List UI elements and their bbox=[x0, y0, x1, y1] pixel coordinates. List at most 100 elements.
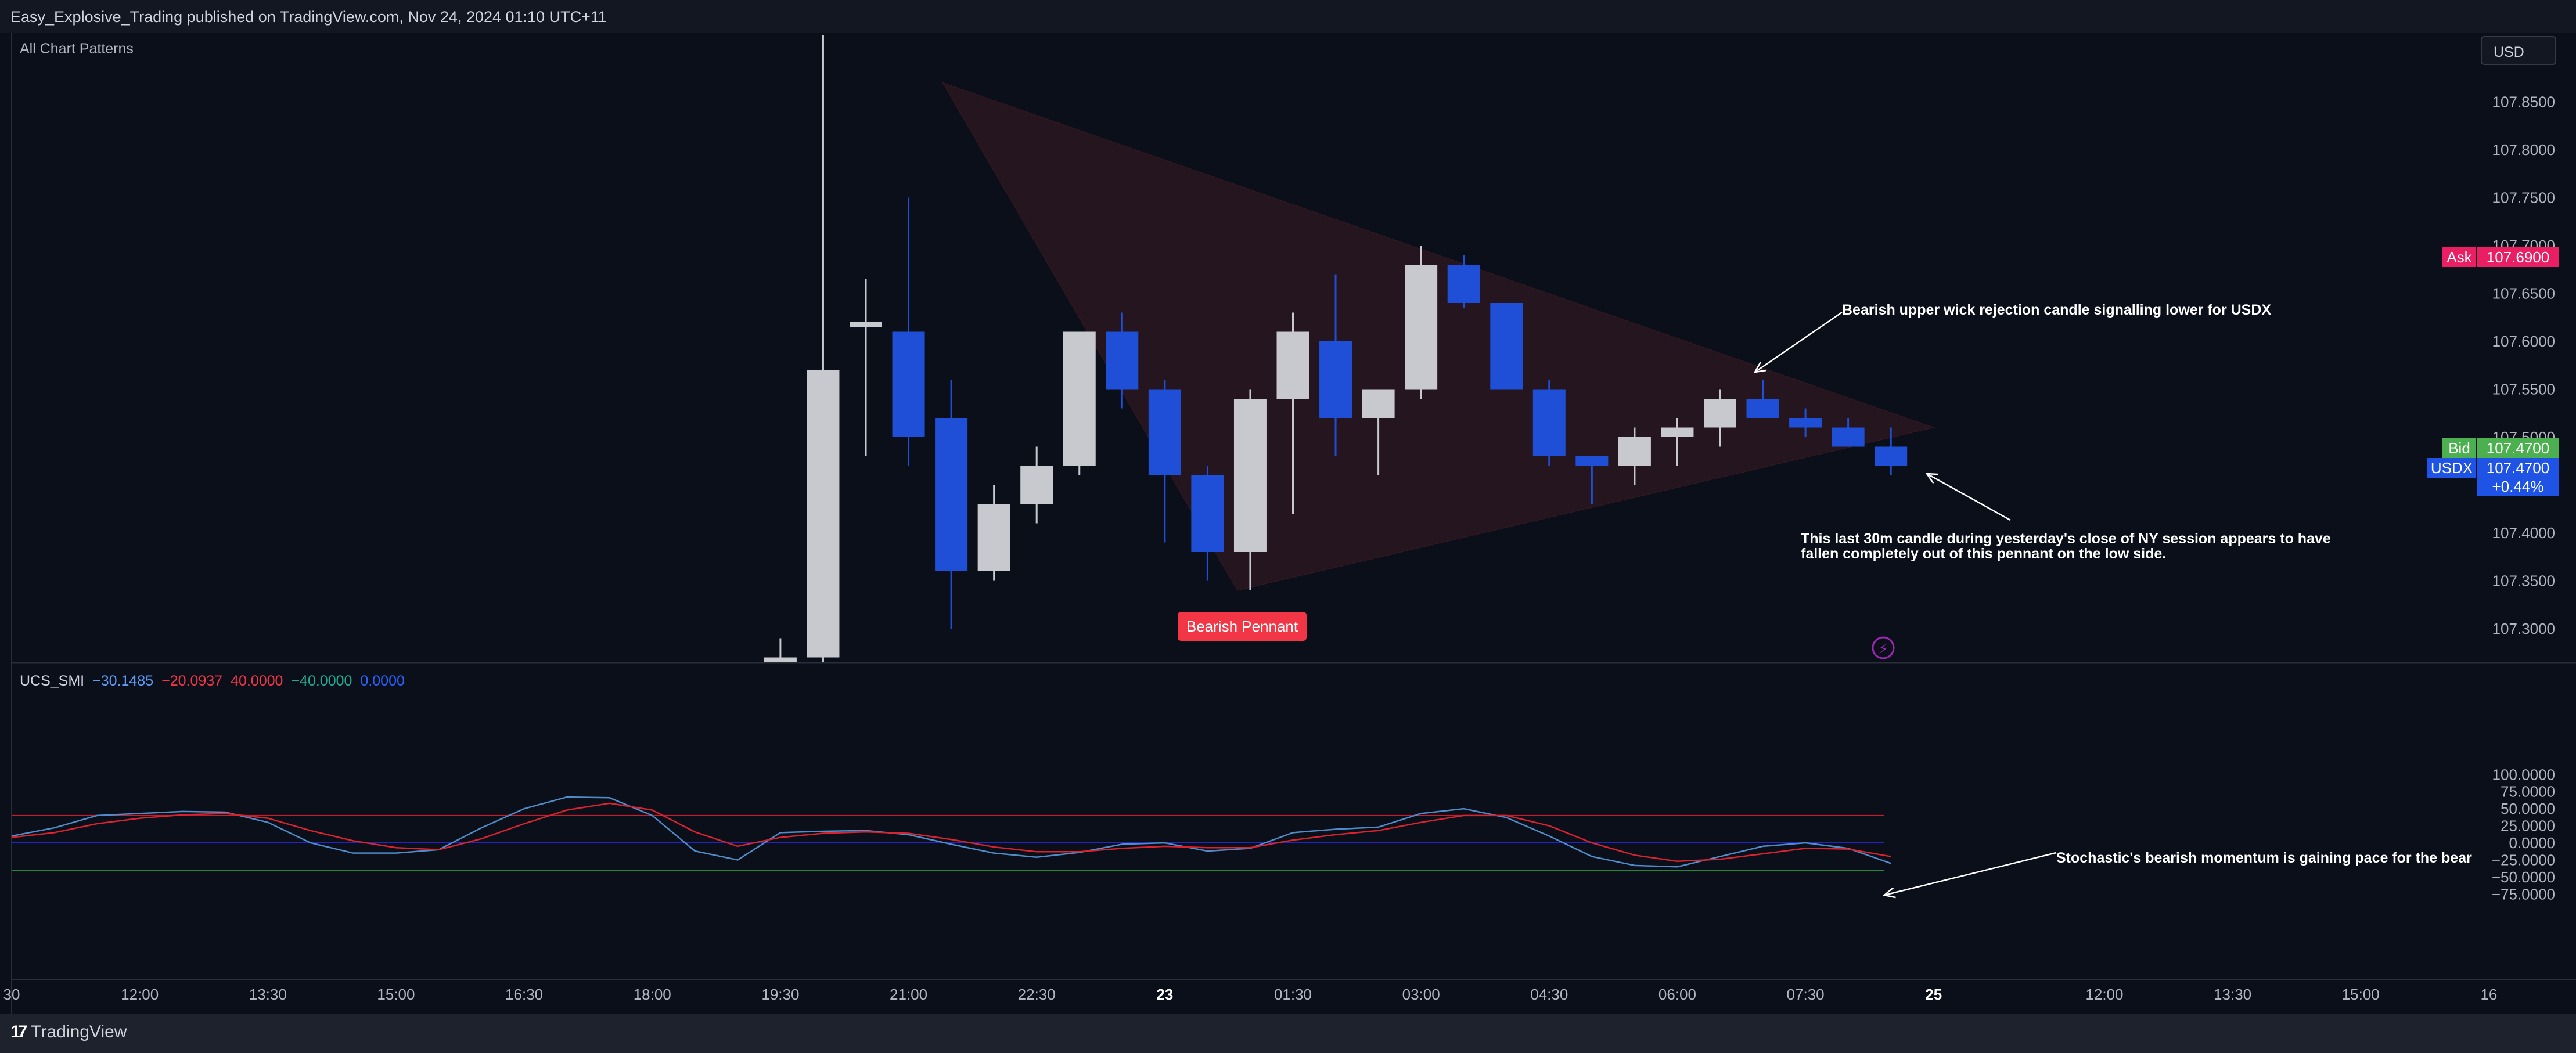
candle-body bbox=[1875, 446, 1908, 466]
indicator-tick-label: 75.0000 bbox=[2501, 783, 2555, 800]
price-tick-label: 107.3000 bbox=[2492, 620, 2555, 637]
tradingview-logo[interactable]: 17 TradingView bbox=[10, 1022, 127, 1042]
bid-tag: Bid bbox=[2442, 438, 2476, 458]
indicator-tick-label: 0.0000 bbox=[2509, 834, 2555, 852]
time-tick-label: 07:30 bbox=[1787, 986, 1825, 1003]
indicator-value: −30.1485 bbox=[92, 673, 154, 689]
candle-body bbox=[1020, 466, 1053, 504]
indicator-tick-label: −25.0000 bbox=[2492, 851, 2555, 868]
price-tick-label: 107.4000 bbox=[2492, 524, 2555, 542]
smi-signal-line bbox=[11, 802, 1891, 863]
indicator-tick-label: −50.0000 bbox=[2492, 868, 2555, 886]
time-tick-label: 15:00 bbox=[2342, 986, 2380, 1003]
time-tick-label: 30 bbox=[3, 986, 20, 1003]
wick-annotation[interactable]: Bearish upper wick rejection candle sign… bbox=[1842, 302, 2272, 318]
alert-icon-glyph: ⚡ bbox=[1879, 641, 1888, 657]
candle-body bbox=[935, 418, 968, 571]
candle-body bbox=[1276, 331, 1309, 399]
candle-body bbox=[1447, 265, 1480, 303]
stochastic-annotation[interactable]: Stochastic's bearish momentum is gaining… bbox=[2056, 850, 2472, 866]
ask-tag: Ask bbox=[2442, 247, 2476, 267]
stochastic-annotation-arrow bbox=[1884, 852, 2057, 896]
time-tick-label: 04:30 bbox=[1530, 986, 1568, 1003]
candle-body bbox=[1106, 331, 1139, 390]
candle-body bbox=[1148, 389, 1181, 475]
pattern-label[interactable]: Bearish Pennant bbox=[1178, 612, 1307, 641]
candle-body bbox=[892, 331, 925, 437]
price-tick-label: 107.8000 bbox=[2492, 141, 2555, 158]
currency-button[interactable]: USD bbox=[2481, 36, 2556, 65]
smi-line bbox=[11, 796, 1891, 868]
last-candle-annotation-arrow-head bbox=[1925, 473, 1939, 484]
indicator-tick-label: 25.0000 bbox=[2501, 817, 2555, 835]
time-tick-label: 13:30 bbox=[2214, 986, 2251, 1003]
time-tick-label: 22:30 bbox=[1018, 986, 1056, 1003]
time-tick-label: 12:00 bbox=[121, 986, 159, 1003]
time-tick-label: 16 bbox=[2480, 986, 2497, 1003]
time-tick-label: 15:00 bbox=[377, 986, 415, 1003]
candle-body bbox=[1618, 437, 1651, 466]
wick-annotation-arrow-head bbox=[1753, 362, 1766, 373]
candle-body bbox=[1490, 303, 1523, 390]
price-tick-label: 107.7500 bbox=[2492, 189, 2555, 207]
indicator-value: 0.0000 bbox=[360, 673, 405, 689]
candle-body bbox=[1405, 265, 1438, 390]
indicator-value: −20.0937 bbox=[161, 673, 223, 689]
price-tick-label: 107.3500 bbox=[2492, 572, 2555, 590]
wick-annotation-arrow bbox=[1754, 311, 1843, 373]
footer-bar: 17 TradingView bbox=[0, 1014, 2576, 1053]
candle-body bbox=[1063, 331, 1096, 466]
candle-body bbox=[1832, 427, 1865, 447]
last-candle-annotation-line1[interactable]: This last 30m candle during yesterday's … bbox=[1801, 531, 2331, 547]
tv-logo-icon: 17 bbox=[10, 1022, 27, 1041]
price-tick-label: 107.8500 bbox=[2492, 93, 2555, 111]
pattern-title: All Chart Patterns bbox=[20, 41, 134, 57]
indicator-tick-label: 100.0000 bbox=[2492, 766, 2555, 783]
bid-price-label: 107.4700 bbox=[2477, 438, 2559, 458]
candle-body bbox=[1746, 399, 1779, 418]
candle-body bbox=[1233, 399, 1267, 552]
time-tick-label: 21:00 bbox=[890, 986, 927, 1003]
symbol-tag: USDX bbox=[2427, 458, 2476, 478]
indicator-tick-label: 50.0000 bbox=[2501, 800, 2555, 817]
time-tick-label: 03:00 bbox=[1402, 986, 1440, 1003]
time-tick-label: 19:30 bbox=[761, 986, 799, 1003]
candle-body bbox=[1191, 475, 1224, 552]
change-label: +0.44% bbox=[2477, 477, 2559, 496]
last-candle-annotation-line2[interactable]: fallen completely out of this pennant on… bbox=[1801, 546, 2167, 562]
price-tick-label: 107.6000 bbox=[2492, 333, 2555, 350]
chart-area[interactable]: ⚡107.3000107.3500107.4000107.4500107.500… bbox=[0, 33, 2576, 1014]
alert-icon bbox=[1872, 636, 1895, 659]
last-candle-annotation-arrow bbox=[1926, 473, 2011, 521]
time-tick-label: 16:30 bbox=[505, 986, 543, 1003]
candle-body bbox=[1362, 389, 1395, 418]
candle-body bbox=[1532, 389, 1566, 456]
candle-body bbox=[1575, 456, 1609, 466]
time-tick-label: 06:00 bbox=[1658, 986, 1696, 1003]
indicator-value: 40.0000 bbox=[231, 673, 283, 689]
last-price-label: 107.4700 bbox=[2477, 458, 2559, 478]
brand-text: TradingView bbox=[31, 1022, 127, 1041]
time-tick-label: 23 bbox=[1156, 986, 1173, 1003]
time-tick-label: 18:00 bbox=[634, 986, 671, 1003]
candle-body bbox=[1789, 418, 1822, 428]
time-tick-label: 13:30 bbox=[249, 986, 287, 1003]
publisher-text: Easy_Explosive_Trading published on Trad… bbox=[10, 8, 607, 26]
time-tick-label: 12:00 bbox=[2085, 986, 2123, 1003]
time-tick-label: 01:30 bbox=[1274, 986, 1312, 1003]
candle-body bbox=[807, 370, 840, 658]
candle-body bbox=[850, 322, 882, 327]
time-tick-label: 25 bbox=[1925, 986, 1942, 1003]
indicator-legend: UCS_SMI −30.1485 −20.0937 40.0000 −40.0000 0.… bbox=[20, 673, 413, 690]
indicator-tick-label: −75.0000 bbox=[2492, 885, 2555, 903]
indicator-value: −40.0000 bbox=[291, 673, 352, 689]
price-tick-label: 107.6500 bbox=[2492, 285, 2555, 302]
stochastic-annotation-arrow-head bbox=[1883, 887, 1896, 899]
candle-body bbox=[977, 504, 1010, 571]
candle-body bbox=[1704, 399, 1736, 428]
candle-body bbox=[1661, 427, 1694, 437]
candle-body bbox=[764, 657, 797, 662]
indicator-name: UCS_SMI bbox=[20, 673, 85, 689]
publisher-bar: Easy_Explosive_Trading published on Trad… bbox=[0, 0, 2576, 34]
candle-body bbox=[1319, 341, 1352, 418]
